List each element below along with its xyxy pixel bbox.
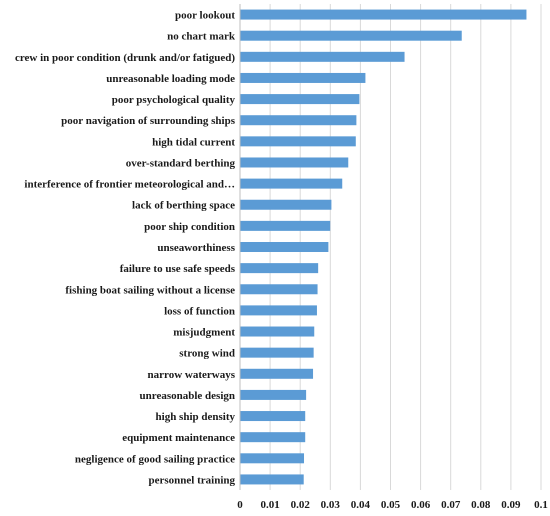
x-tick-label: 0.02 xyxy=(291,499,311,511)
category-label: fishing boat sailing without a license xyxy=(65,284,235,296)
category-label: high tidal current xyxy=(152,136,235,148)
category-label: unreasonable loading mode xyxy=(106,73,235,85)
category-label: failure to use safe speeds xyxy=(120,263,236,275)
bar xyxy=(240,368,314,379)
x-axis-tick-labels: 0 0.01 0.02 0.03 0.04 0.05 0.06 0.07 0.08 0.09 0.1 xyxy=(237,499,548,511)
category-label: unreasonable design xyxy=(140,390,235,402)
bar xyxy=(240,72,366,83)
x-tick-label: 0.04 xyxy=(351,499,371,511)
bar xyxy=(240,136,356,147)
bar xyxy=(240,9,527,20)
x-tick-label: 0.1 xyxy=(534,499,548,511)
category-label: personnel training xyxy=(149,474,236,486)
category-label: equipment maintenance xyxy=(122,432,235,444)
category-label: interference of frontier meteorological … xyxy=(24,179,235,191)
x-tick-label: 0.08 xyxy=(471,499,491,511)
bar xyxy=(240,432,306,443)
bar xyxy=(240,263,319,274)
bar xyxy=(240,220,331,231)
category-label: poor lookout xyxy=(175,10,235,22)
bar xyxy=(240,199,332,210)
bar xyxy=(240,94,360,105)
x-tick-label: 0.07 xyxy=(441,499,461,511)
category-label: crew in poor condition (drunk and/or fat… xyxy=(15,52,235,64)
category-label: negligence of good sailing practice xyxy=(75,453,235,465)
bar xyxy=(240,326,315,337)
category-label: poor psychological quality xyxy=(112,94,236,106)
bar xyxy=(240,178,343,189)
bar xyxy=(240,284,318,295)
bars xyxy=(240,9,527,485)
bar xyxy=(240,242,329,252)
bar xyxy=(240,30,462,41)
category-label: lack of berthing space xyxy=(132,200,235,212)
category-label: unseaworthiness xyxy=(157,242,235,254)
category-label: loss of function xyxy=(164,305,235,317)
bar xyxy=(240,157,349,168)
x-tick-label: 0.01 xyxy=(260,499,279,511)
category-label: strong wind xyxy=(179,348,235,360)
x-tick-label: 0.09 xyxy=(501,499,521,511)
bar xyxy=(240,453,305,464)
category-label: narrow waterways xyxy=(148,369,236,381)
bar xyxy=(240,474,304,485)
bar xyxy=(240,51,405,62)
bar xyxy=(240,389,307,400)
category-label: no chart mark xyxy=(167,31,236,43)
bar xyxy=(240,411,306,422)
bar xyxy=(240,305,317,316)
x-tick-label: 0.03 xyxy=(321,499,341,511)
category-label: high ship density xyxy=(156,411,236,423)
x-tick-label: 0.06 xyxy=(411,499,431,511)
bar xyxy=(240,115,357,126)
category-label: misjudgment xyxy=(173,327,235,339)
x-tick-label: 0.05 xyxy=(381,499,401,511)
category-label: poor ship condition xyxy=(144,221,235,233)
category-label: over-standard berthing xyxy=(126,157,236,169)
category-labels: poor lookout no chart mark crew in poor co… xyxy=(15,10,236,487)
gridlines xyxy=(239,4,542,490)
bar xyxy=(240,347,314,358)
category-label: poor navigation of surrounding ships xyxy=(61,115,236,127)
x-tick-label: 0 xyxy=(237,499,243,511)
